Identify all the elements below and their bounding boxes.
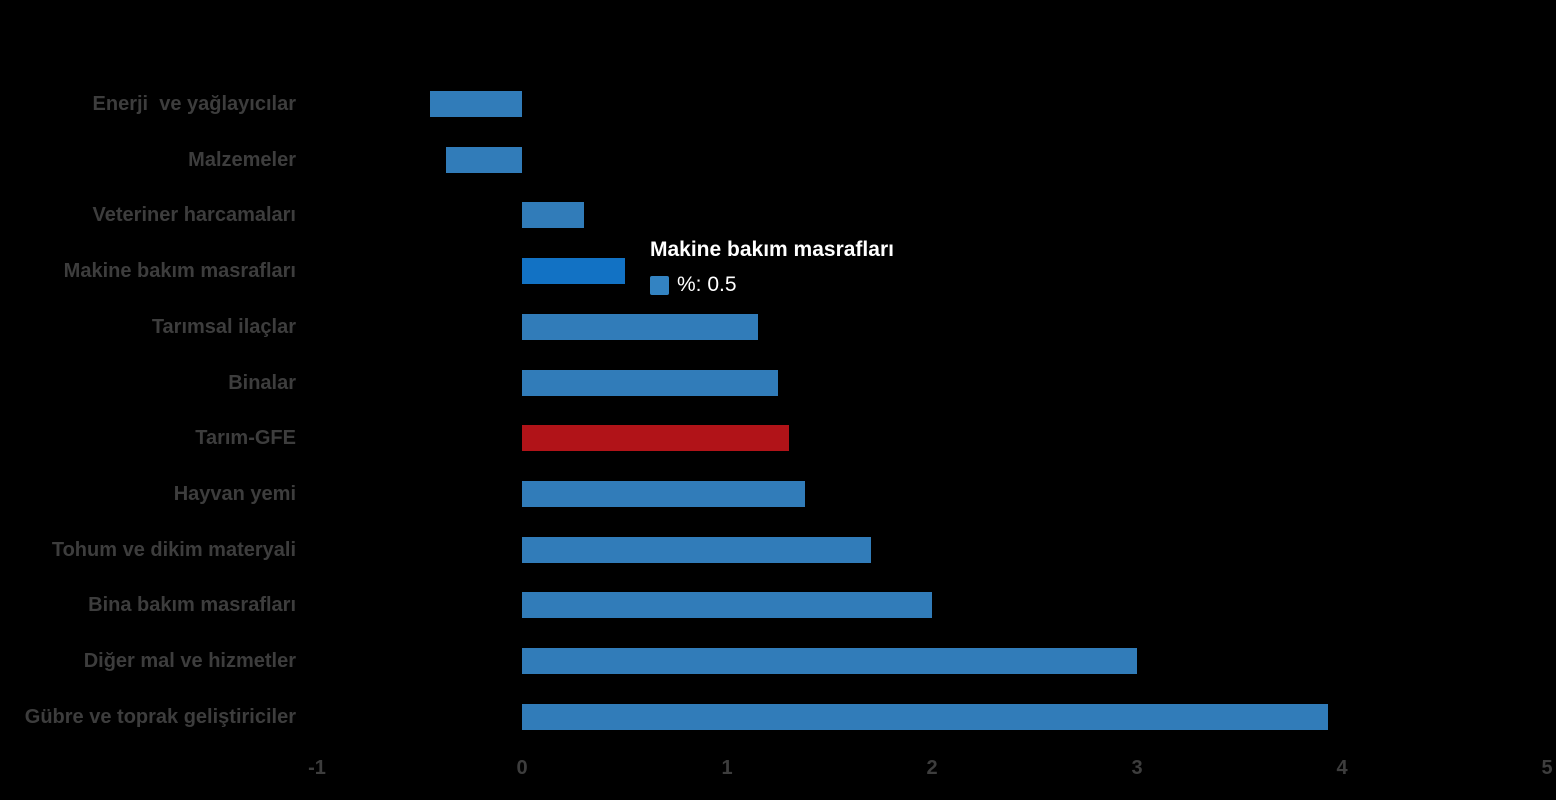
bar[interactable] — [522, 480, 805, 507]
category-label: Malzemeler — [188, 148, 296, 171]
bar[interactable] — [522, 648, 1137, 674]
x-tick-label: 2 — [926, 757, 938, 779]
category-label: Binalar — [228, 371, 296, 394]
tooltip-value: %: 0.5 — [677, 273, 737, 296]
x-tick-label: 5 — [1541, 757, 1553, 779]
bar[interactable] — [446, 146, 522, 173]
category-label: Bina bakım masrafları — [88, 594, 296, 617]
x-tick-label: 4 — [1336, 757, 1348, 779]
category-label: Gübre ve toprak geliştiriciler — [24, 705, 296, 728]
bar[interactable] — [522, 592, 932, 619]
category-label: Enerji ve yağlayıcılar — [92, 93, 296, 115]
x-tick-label: 0 — [516, 757, 528, 779]
tooltip-title: Makine bakım masrafları — [650, 238, 894, 261]
category-label: Veteriner harcamaları — [92, 204, 296, 227]
bar[interactable] — [522, 369, 779, 396]
tooltip-row: %: 0.5 — [650, 273, 894, 297]
category-label: Hayvan yemi — [173, 482, 296, 505]
category-label: Tarım-GFE — [195, 427, 296, 450]
bar[interactable] — [522, 258, 625, 285]
bar[interactable] — [522, 425, 789, 452]
x-tick-label: 3 — [1131, 757, 1143, 779]
x-tick-label: -1 — [308, 757, 326, 779]
tooltip: Makine bakım masrafları %: 0.5 — [648, 234, 904, 303]
bar[interactable] — [522, 313, 758, 340]
category-label: Tohum ve dikim materyali — [51, 538, 296, 561]
bar[interactable] — [522, 703, 1328, 730]
bar[interactable] — [522, 202, 584, 229]
bar[interactable] — [429, 91, 522, 117]
category-label: Makine bakım masrafları — [63, 260, 296, 283]
category-label: Diğer mal ve hizmetler — [83, 650, 296, 672]
bar[interactable] — [522, 536, 871, 563]
tooltip-series-swatch — [650, 275, 669, 295]
category-label: Tarımsal ilaçlar — [151, 315, 296, 338]
x-tick-label: 1 — [721, 757, 733, 779]
